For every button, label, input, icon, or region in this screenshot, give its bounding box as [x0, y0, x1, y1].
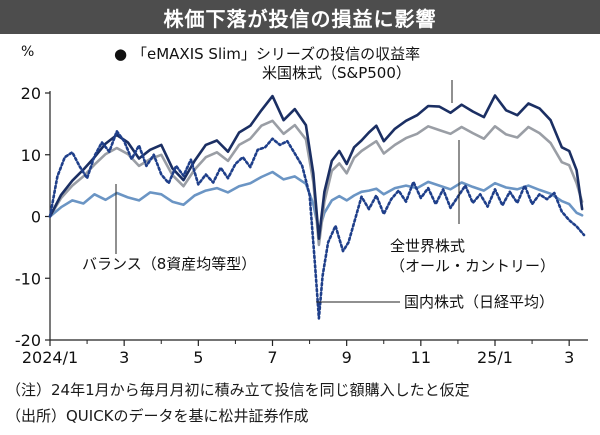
y-tick-label: 0 [31, 208, 41, 227]
series-label-balance: バランス（8資産均等型） [82, 255, 256, 273]
y-tick-label: -10 [15, 269, 41, 288]
x-tick-label: 7 [267, 348, 277, 367]
subtitle-bullet: ● [114, 45, 127, 63]
y-unit-label: % [21, 44, 34, 60]
x-tick-label: 3 [564, 348, 574, 367]
series-labels: 米国株式（S&P500） 全世界株式 （オール・カントリー） バランス（8資産均等型）… [82, 64, 555, 311]
line-chart: ● 「eMAXIS Slim」シリーズの投信の収益率 % 20 10 0 -10 -20… [15, 44, 588, 367]
x-tick-label: 5 [193, 348, 203, 367]
subtitle-text: 「eMAXIS Slim」シリーズの投信の収益率 [132, 45, 420, 63]
series-line-balance [48, 170, 584, 233]
series-label-all-country: 全世界株式 [390, 237, 465, 255]
footnote-assumption: （注）24年1月から毎月月初に積み立て投信を同じ額購入したと仮定 [6, 381, 470, 399]
chart-title-text: 株価下落が投信の損益に影響 [163, 6, 437, 31]
footnote-source: （出所）QUICKのデータを基に松井証券作成 [6, 407, 309, 425]
x-tick-label: 2024/1 [22, 348, 78, 367]
series-label-all-country: （オール・カントリー） [390, 257, 555, 275]
series-line-nikkei [48, 130, 586, 320]
y-tick-label: 10 [21, 146, 41, 165]
series-label-sp500: 米国株式（S&P500） [262, 64, 411, 82]
x-tick-label: 11 [411, 348, 431, 367]
series-label-nikkei: 国内株式（日経平均） [404, 293, 554, 311]
y-tick-label: 20 [21, 84, 41, 103]
chart-title: 株価下落が投信の損益に影響 [0, 0, 600, 34]
x-tick-label: 3 [119, 348, 129, 367]
subtitle: ● 「eMAXIS Slim」シリーズの投信の収益率 [114, 45, 420, 63]
y-tick-label: -20 [15, 331, 41, 350]
x-tick-label: 25/1 [477, 348, 513, 367]
series-line-all-country [48, 119, 584, 247]
series-layer [48, 94, 586, 320]
x-tick-label: 9 [342, 348, 352, 367]
series-line-sp500 [48, 94, 584, 240]
